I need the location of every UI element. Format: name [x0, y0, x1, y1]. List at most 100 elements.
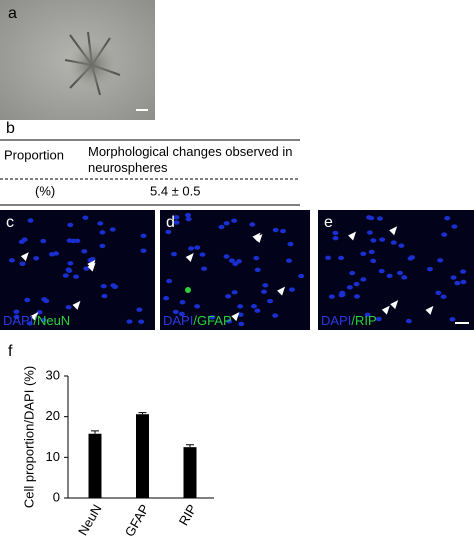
nucleus [249, 222, 256, 227]
nucleus [426, 266, 433, 272]
nucleus [353, 294, 360, 299]
nucleus [288, 287, 295, 292]
nucleus [272, 227, 279, 233]
nucleus [378, 268, 385, 274]
nucleus [375, 316, 382, 322]
panel-label: d [166, 214, 175, 231]
nucleus [99, 243, 106, 249]
arrowhead [87, 262, 96, 272]
y-tick-label: 20 [46, 408, 60, 423]
nucleus [332, 235, 339, 241]
nucleus [170, 251, 177, 257]
arrowhead [254, 234, 263, 244]
nucleus [83, 266, 90, 271]
nucleus [194, 245, 201, 250]
nucleus [8, 258, 15, 263]
nucleus [70, 238, 77, 244]
nucleus [286, 258, 293, 263]
nucleus [435, 290, 442, 296]
stain-label: DAPI/GFAP [163, 313, 232, 328]
stain-label: DAPI/NeuN [3, 313, 70, 328]
nucleus [82, 215, 89, 220]
nucleus [254, 308, 261, 313]
panel-label: e [324, 214, 333, 231]
nucleus [218, 224, 225, 230]
nucleus [26, 321, 33, 326]
nucleus [328, 294, 335, 299]
bar [183, 447, 197, 498]
nucleus [338, 255, 345, 261]
nucleus [250, 304, 257, 309]
table-cell: (%) [35, 183, 55, 198]
nucleus [287, 241, 294, 247]
nucleus [21, 237, 28, 242]
nucleus [360, 277, 367, 282]
nucleus [109, 227, 116, 232]
table-cell: 5.4 ± 0.5 [150, 183, 201, 198]
nucleus [396, 270, 403, 276]
nucleus [100, 283, 107, 289]
arrowhead [72, 300, 81, 310]
nucleus [450, 275, 457, 280]
arrowhead [425, 305, 434, 315]
arrowhead [231, 312, 240, 322]
nucleus [179, 300, 186, 305]
nucleus [379, 237, 386, 242]
nucleus [140, 233, 147, 239]
nucleus [199, 252, 206, 257]
nucleus [366, 230, 373, 235]
nucleus [267, 298, 274, 304]
nucleus [332, 230, 339, 236]
nucleus [401, 275, 408, 280]
y-axis-label: Cell proportion/DAPI (%) [21, 366, 36, 508]
nucleus [260, 289, 267, 294]
nucleus [40, 238, 47, 244]
x-tick-label: NeuN [75, 502, 105, 537]
nucleus [138, 319, 145, 324]
nucleus [65, 305, 72, 310]
nucleus [163, 295, 170, 301]
nucleus [238, 321, 245, 327]
nucleus [13, 314, 20, 320]
x-tick-label: GFAP [122, 502, 152, 537]
nucleus [339, 290, 346, 296]
nucleus [173, 220, 180, 225]
nucleus [194, 304, 201, 309]
nucleus [390, 240, 397, 245]
nucleus [209, 315, 216, 320]
nucleus [437, 258, 444, 263]
nucleus [231, 290, 238, 295]
stain-name: DAPI [321, 313, 351, 328]
fluorescence-panels: c DAPI/NeuN d DAPI/GFAP e DAPI/RIP [0, 210, 474, 330]
y-tick-label: 0 [53, 489, 60, 504]
nucleus [449, 317, 456, 322]
bar-chart: 0 10 20 30 Cell proportion/DAPI (%) NeuN GFAP R… [21, 366, 214, 537]
nucleus [376, 216, 383, 221]
nucleus [65, 267, 72, 272]
nucleus [440, 294, 447, 299]
nucleus [232, 261, 239, 267]
nucleus [67, 261, 74, 266]
nucleus [62, 273, 69, 278]
marker-name: /RIP [351, 313, 376, 328]
x-tick-label: RIP [176, 502, 200, 528]
nucleus [231, 218, 238, 223]
nucleus [370, 258, 377, 264]
arrowhead [87, 259, 96, 269]
table-header: Proportion [4, 147, 64, 162]
error-bar [186, 444, 194, 448]
scale-bar [455, 322, 469, 324]
arrowhead [185, 253, 194, 263]
gfap-signal [185, 287, 191, 293]
nucleus [398, 243, 405, 248]
nucleus [136, 307, 143, 312]
nucleus [360, 251, 367, 256]
nucleus [173, 215, 180, 220]
nucleus [280, 228, 287, 234]
panel-label: c [6, 214, 14, 231]
arrowhead [20, 252, 29, 262]
nucleus [368, 249, 375, 255]
nucleus [353, 281, 360, 287]
neurosphere [68, 41, 116, 89]
